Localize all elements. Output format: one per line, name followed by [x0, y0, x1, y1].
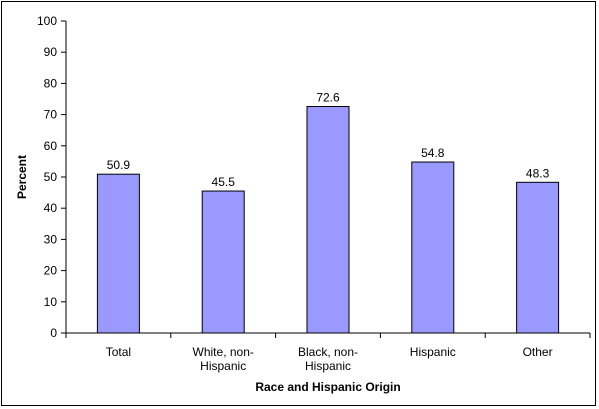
y-tick-label: 90 [44, 45, 58, 59]
x-tick-label: Hispanic [410, 345, 456, 359]
y-tick-label: 60 [44, 139, 58, 153]
x-tick-label-line: White, non- [193, 345, 254, 359]
bars [96, 105, 560, 334]
axes [65, 21, 590, 334]
x-tick-label-line: Hispanic [200, 359, 246, 373]
y-axis-title: Percent [15, 155, 29, 199]
x-tick-label-line: Other [523, 345, 553, 359]
bar [516, 181, 560, 334]
data-label: 45.5 [212, 175, 236, 189]
y-tick-label: 30 [44, 232, 58, 246]
y-tick-label: 50 [44, 170, 58, 184]
y-axis-ticks: 0 10 20 30 40 50 60 70 80 90 100 [37, 14, 66, 340]
bar [96, 173, 140, 334]
data-label: 54.8 [421, 146, 445, 160]
y-tick-label: 100 [37, 14, 57, 28]
x-tick-label-line: Hispanic [410, 345, 456, 359]
y-tick-label: 0 [50, 326, 57, 340]
y-tick-label: 70 [44, 108, 58, 122]
data-label: 72.6 [316, 90, 340, 104]
bar [306, 105, 350, 334]
data-label: 50.9 [107, 158, 131, 172]
x-tick-label-line: Black, non- [298, 345, 358, 359]
data-labels: 50.9 45.5 72.6 54.8 48.3 [107, 90, 550, 189]
y-tick-label: 80 [44, 76, 58, 90]
y-tick-label: 10 [44, 295, 58, 309]
y-tick-label: 20 [44, 264, 58, 278]
x-tick-label: White, non-Hispanic [193, 345, 254, 373]
x-tick-label: Black, non-Hispanic [298, 345, 358, 373]
data-label: 48.3 [526, 166, 550, 180]
bar [201, 190, 245, 334]
x-tick-label: Other [523, 345, 553, 359]
x-axis-title: Race and Hispanic Origin [255, 380, 400, 394]
y-tick-label: 40 [44, 201, 58, 215]
x-tick-label-line: Hispanic [305, 359, 351, 373]
x-tick-label: Total [106, 345, 131, 359]
x-tick-label-line: Total [106, 345, 131, 359]
bar [411, 161, 455, 334]
